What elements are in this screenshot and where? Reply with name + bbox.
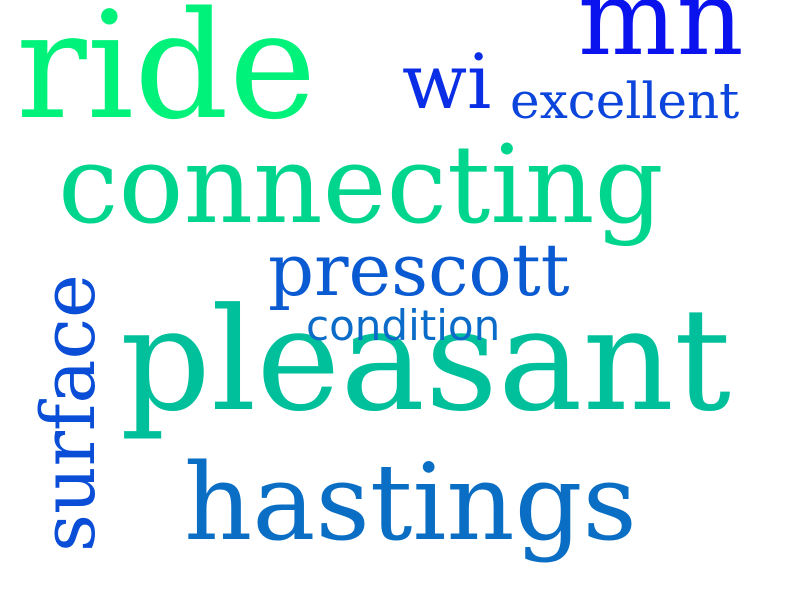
word-connecting: connecting — [58, 123, 664, 248]
word-prescott: prescott — [268, 228, 570, 312]
word-condition: condition — [306, 301, 501, 350]
word-mn: mn — [578, 0, 744, 79]
word-wi: wi — [402, 37, 492, 126]
word-hastings: hastings — [184, 441, 637, 564]
word-surface: surface — [26, 274, 112, 552]
word-excellent: excellent — [510, 72, 740, 130]
word-pleasant: pleasant — [120, 278, 732, 443]
word-ride: ride — [16, 0, 317, 152]
